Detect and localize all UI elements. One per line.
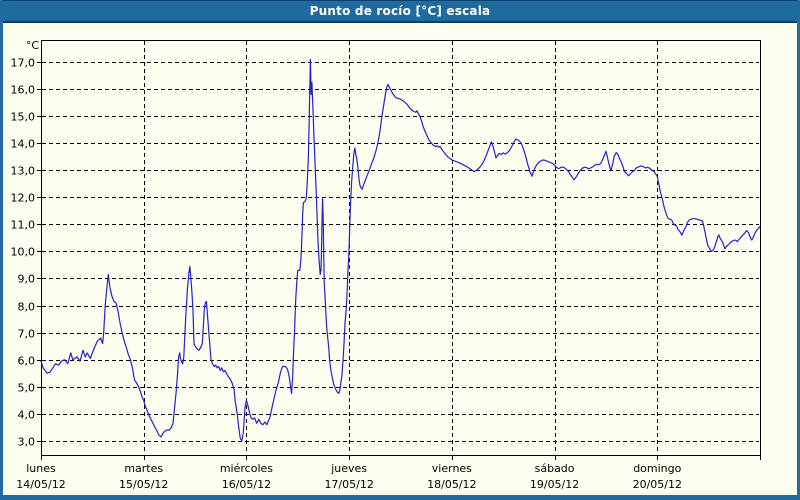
titlebar: Punto de rocío [°C] escala — [3, 0, 797, 23]
chart-title: Punto de rocío [°C] escala — [309, 4, 491, 18]
